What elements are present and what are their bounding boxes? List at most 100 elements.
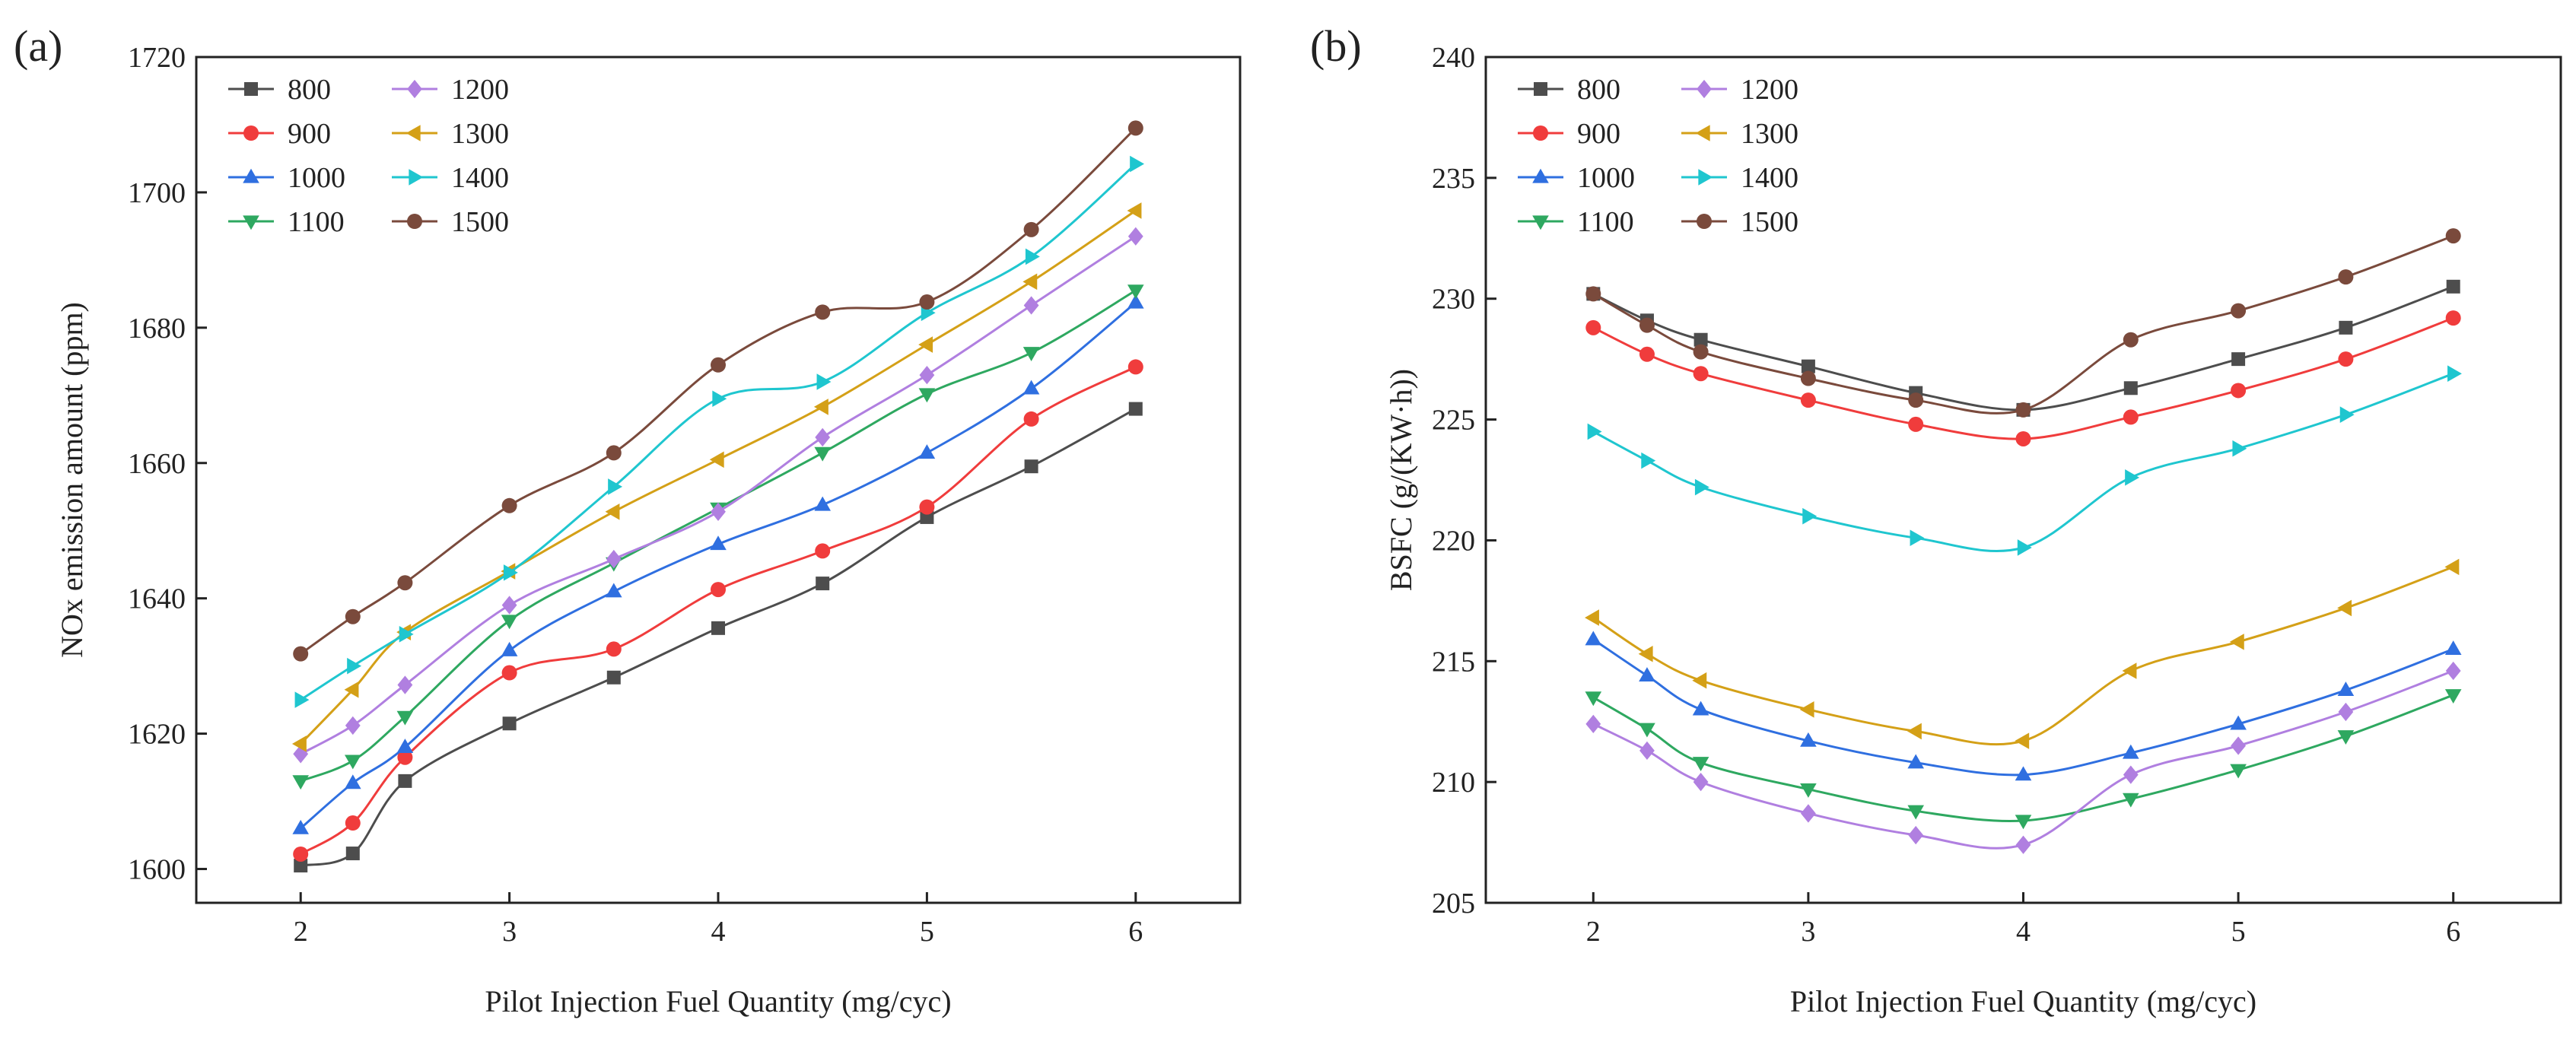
data-point-800	[502, 716, 517, 731]
data-point-1100	[1639, 723, 1655, 738]
y-tick-label: 210	[1432, 767, 1475, 799]
data-point-1000	[1127, 294, 1144, 309]
legend-entry-1400: 1400	[392, 162, 509, 194]
y-tick-label: 225	[1432, 405, 1475, 437]
data-point-1000	[2337, 681, 2355, 697]
data-point-800	[816, 577, 830, 591]
legend-label: 1500	[1741, 206, 1798, 238]
data-point-1300	[813, 399, 828, 415]
data-point-900	[397, 749, 413, 765]
x-tick-label: 5	[920, 916, 934, 948]
data-point-1100	[1692, 757, 1709, 771]
data-point-1000	[606, 583, 622, 598]
data-point-1300	[344, 681, 359, 698]
data-point-1300	[291, 735, 307, 752]
data-point-800	[1024, 459, 1038, 474]
x-tick-label: 3	[502, 916, 517, 948]
data-point-1000	[710, 535, 727, 551]
legend-marker-1400	[409, 169, 424, 186]
data-point-1400	[1025, 248, 1040, 265]
y-axis-title: NOx emission amount (ppm)	[55, 302, 89, 658]
data-point-800	[711, 621, 725, 635]
legend-label: 1000	[288, 162, 345, 194]
data-point-1300	[1907, 723, 1922, 740]
legend-entry-1100: 1100	[228, 206, 345, 238]
data-point-900	[1800, 392, 1816, 408]
data-point-1000	[501, 641, 518, 656]
data-point-1500	[815, 304, 831, 320]
data-point-1400	[347, 657, 362, 675]
legend-label: 900	[1577, 118, 1620, 150]
data-point-800	[1801, 359, 1815, 373]
data-point-1300	[605, 504, 620, 520]
data-point-1500	[606, 445, 622, 461]
data-point-900	[2445, 310, 2461, 326]
data-point-1200	[2123, 765, 2139, 784]
series-line-1500	[1592, 234, 2454, 415]
legend-label: 800	[288, 74, 331, 106]
y-tick-label: 235	[1432, 163, 1475, 195]
data-point-1300	[1127, 202, 1142, 219]
y-tick-label: 205	[1432, 888, 1475, 920]
data-point-1300	[918, 336, 933, 353]
data-point-900	[1908, 416, 1924, 432]
data-point-800	[1693, 332, 1708, 347]
data-point-1100	[2337, 730, 2355, 745]
x-tick-label: 6	[2446, 916, 2460, 948]
data-point-1500	[711, 357, 726, 373]
y-tick-label: 1600	[128, 854, 186, 886]
data-point-1500	[2445, 228, 2461, 244]
panel-label: (a)	[14, 21, 62, 71]
series-900	[1585, 310, 2461, 446]
data-point-1500	[1639, 317, 1655, 333]
data-point-1200	[1693, 772, 1709, 792]
legend-label: 1300	[451, 118, 509, 150]
legend-entry-1300: 1300	[392, 118, 509, 150]
data-point-1000	[1907, 754, 1924, 769]
legend-marker-1300	[405, 125, 421, 141]
data-point-1200	[397, 675, 413, 694]
x-tick-label: 4	[2016, 916, 2031, 948]
data-point-1300	[709, 451, 724, 469]
legend-entry-900: 900	[1518, 118, 1620, 150]
data-point-1200	[919, 365, 935, 385]
legend-entry-1000: 1000	[1518, 162, 1635, 194]
data-point-1500	[1585, 286, 1601, 302]
series-line-1200	[300, 235, 1137, 755]
data-point-900	[501, 665, 517, 681]
legend-entry-800: 800	[1518, 74, 1620, 106]
data-point-1500	[1800, 370, 1816, 386]
data-point-1100	[345, 754, 361, 770]
data-point-1300	[1692, 672, 1707, 689]
y-tick-label: 220	[1432, 525, 1475, 557]
data-point-1400	[1802, 507, 1818, 525]
data-point-1000	[2444, 640, 2462, 656]
legend-entry-1300: 1300	[1681, 118, 1798, 150]
series-800	[1586, 279, 2460, 417]
data-point-900	[1639, 346, 1655, 362]
series-1100	[1585, 689, 2462, 830]
data-point-1000	[1585, 631, 1602, 646]
series-1500	[293, 120, 1143, 662]
x-tick-label: 6	[1128, 916, 1143, 948]
series-line-800	[300, 408, 1137, 867]
chart-panel-a: (a) 2 3 4 5 6 1600 1620 1640 1660 1680 1700 1720 Pilo…	[14, 21, 1242, 1018]
panel-label: (b)	[1310, 21, 1362, 71]
data-point-1200	[1801, 804, 1816, 823]
data-point-1200	[2445, 661, 2461, 681]
data-point-1500	[2015, 402, 2031, 418]
x-tick-label: 5	[2231, 916, 2246, 948]
data-point-1000	[2230, 715, 2247, 730]
data-point-1000	[1692, 700, 1709, 716]
y-tick-label: 215	[1432, 646, 1475, 678]
y-tick-label: 240	[1432, 42, 1475, 74]
data-point-1100	[1907, 805, 1924, 820]
series-line-800	[1592, 285, 2454, 411]
legend-entry-800: 800	[228, 74, 331, 106]
legend-entry-1200: 1200	[1681, 74, 1798, 106]
data-point-1400	[2447, 365, 2462, 383]
legend-label: 1500	[451, 206, 509, 238]
data-point-1200	[606, 549, 622, 569]
data-point-1200	[815, 427, 831, 447]
data-point-1100	[292, 775, 309, 790]
